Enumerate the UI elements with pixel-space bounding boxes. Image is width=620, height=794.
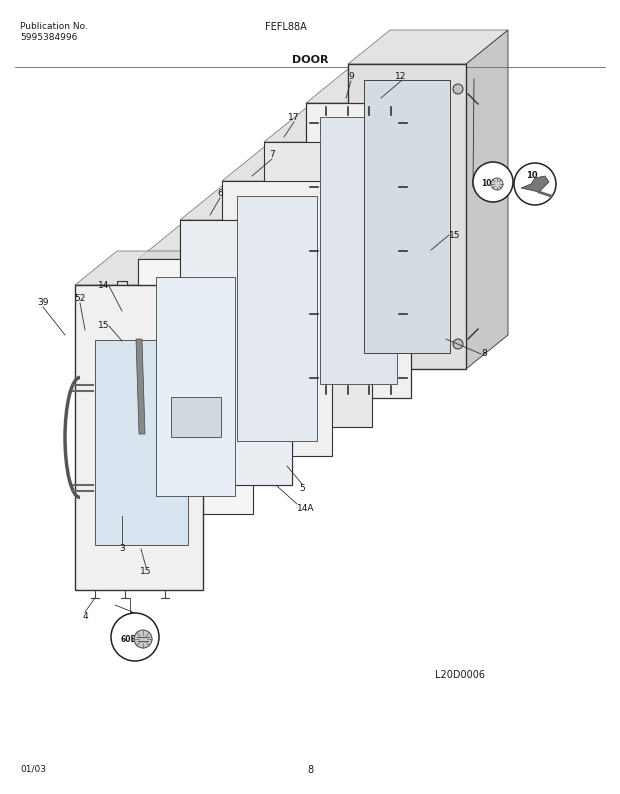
Polygon shape — [138, 225, 295, 259]
Polygon shape — [170, 396, 221, 437]
Text: 5995384996: 5995384996 — [20, 33, 78, 42]
Polygon shape — [138, 259, 253, 514]
Text: 10: 10 — [526, 172, 538, 180]
Text: 12: 12 — [396, 72, 407, 81]
Text: 5: 5 — [299, 484, 305, 493]
Text: 15: 15 — [97, 322, 109, 330]
Polygon shape — [95, 340, 188, 545]
Circle shape — [473, 162, 513, 202]
Text: 4: 4 — [82, 612, 88, 621]
Polygon shape — [521, 176, 549, 192]
Polygon shape — [222, 147, 374, 181]
Text: L20D0006: L20D0006 — [435, 670, 485, 680]
Polygon shape — [75, 285, 203, 590]
Polygon shape — [180, 186, 334, 220]
Text: 3: 3 — [119, 544, 125, 553]
Polygon shape — [306, 103, 411, 398]
Circle shape — [514, 163, 556, 205]
Text: 52: 52 — [74, 294, 86, 303]
Text: 15: 15 — [449, 230, 461, 240]
Text: 01/03: 01/03 — [20, 765, 46, 774]
Polygon shape — [237, 196, 317, 441]
Text: 14: 14 — [97, 282, 109, 291]
Text: 9: 9 — [348, 72, 354, 81]
Polygon shape — [75, 251, 245, 285]
Text: 17: 17 — [288, 113, 299, 122]
Polygon shape — [156, 277, 235, 496]
Polygon shape — [264, 108, 414, 142]
Text: eReplacementParts.com: eReplacementParts.com — [231, 410, 358, 420]
Circle shape — [111, 613, 159, 661]
Circle shape — [491, 178, 503, 190]
Text: 39: 39 — [37, 298, 49, 307]
Text: 10B: 10B — [481, 179, 497, 188]
Text: 60B: 60B — [121, 634, 137, 643]
Text: 8: 8 — [481, 349, 487, 359]
Polygon shape — [348, 30, 508, 64]
Text: FEFL88A: FEFL88A — [265, 22, 307, 32]
Polygon shape — [320, 117, 397, 384]
Text: 14A: 14A — [297, 504, 314, 513]
Text: 7: 7 — [269, 150, 275, 159]
Text: 8: 8 — [307, 765, 313, 775]
Circle shape — [453, 339, 463, 349]
Polygon shape — [136, 339, 145, 434]
Text: DOOR: DOOR — [292, 55, 328, 65]
Polygon shape — [180, 220, 292, 485]
Text: Publication No.: Publication No. — [20, 22, 88, 31]
Text: 6: 6 — [217, 189, 223, 198]
Polygon shape — [306, 69, 453, 103]
Polygon shape — [180, 220, 292, 485]
Polygon shape — [364, 80, 450, 353]
Polygon shape — [466, 30, 508, 369]
Text: 15: 15 — [140, 567, 152, 576]
Polygon shape — [348, 64, 466, 369]
Polygon shape — [264, 142, 372, 427]
Polygon shape — [222, 181, 332, 456]
Circle shape — [134, 630, 152, 648]
Circle shape — [453, 84, 463, 94]
Polygon shape — [117, 281, 127, 526]
Text: 4: 4 — [127, 612, 133, 621]
